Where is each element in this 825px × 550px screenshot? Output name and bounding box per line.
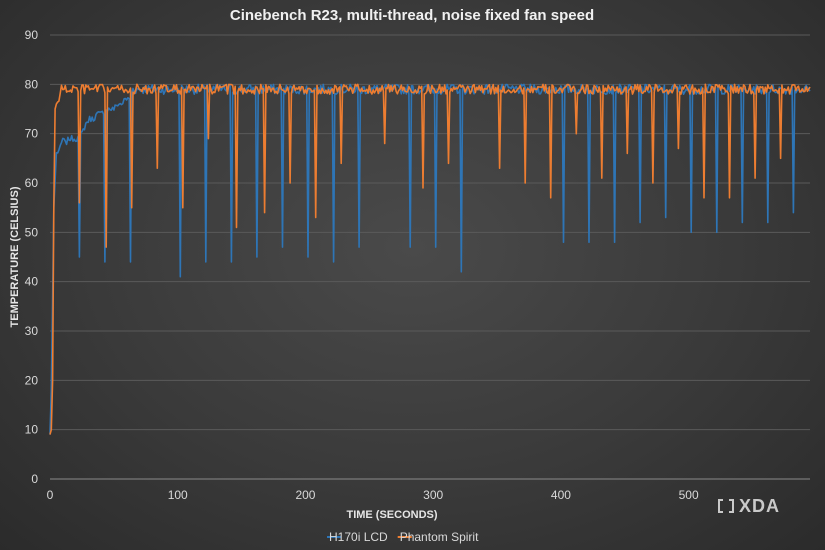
xda-watermark: XDA [718, 496, 780, 516]
y-tick-label: 60 [25, 176, 39, 190]
x-tick-label: 300 [423, 488, 443, 502]
y-tick-label: 80 [25, 77, 39, 91]
y-tick-label: 0 [31, 472, 38, 486]
y-tick-label: 40 [25, 275, 39, 289]
y-tick-label: 90 [25, 28, 39, 42]
legend-label: Phantom Spirit [400, 530, 479, 544]
legend-label: H170i LCD [329, 530, 388, 544]
x-tick-label: 100 [168, 488, 188, 502]
x-axis-title: TIME (SECONDS) [346, 509, 437, 521]
y-tick-label: 20 [25, 373, 39, 387]
xda-logo-text: XDA [739, 496, 780, 516]
x-tick-label: 500 [679, 488, 699, 502]
y-axis-title: TEMPERATURE (CELSIUS) [9, 186, 21, 327]
xda-logo-icon [718, 499, 734, 513]
y-tick-label: 50 [25, 225, 39, 239]
x-tick-label: 200 [295, 488, 315, 502]
series-line-0 [49, 83, 811, 435]
x-tick-label: 400 [551, 488, 571, 502]
y-tick-label: 10 [25, 423, 39, 437]
series-line-1 [49, 83, 811, 435]
x-tick-label: 0 [47, 488, 54, 502]
y-tick-label: 30 [25, 324, 39, 338]
chart-title: Cinebench R23, multi-thread, noise fixed… [230, 7, 594, 24]
y-tick-label: 70 [25, 127, 39, 141]
